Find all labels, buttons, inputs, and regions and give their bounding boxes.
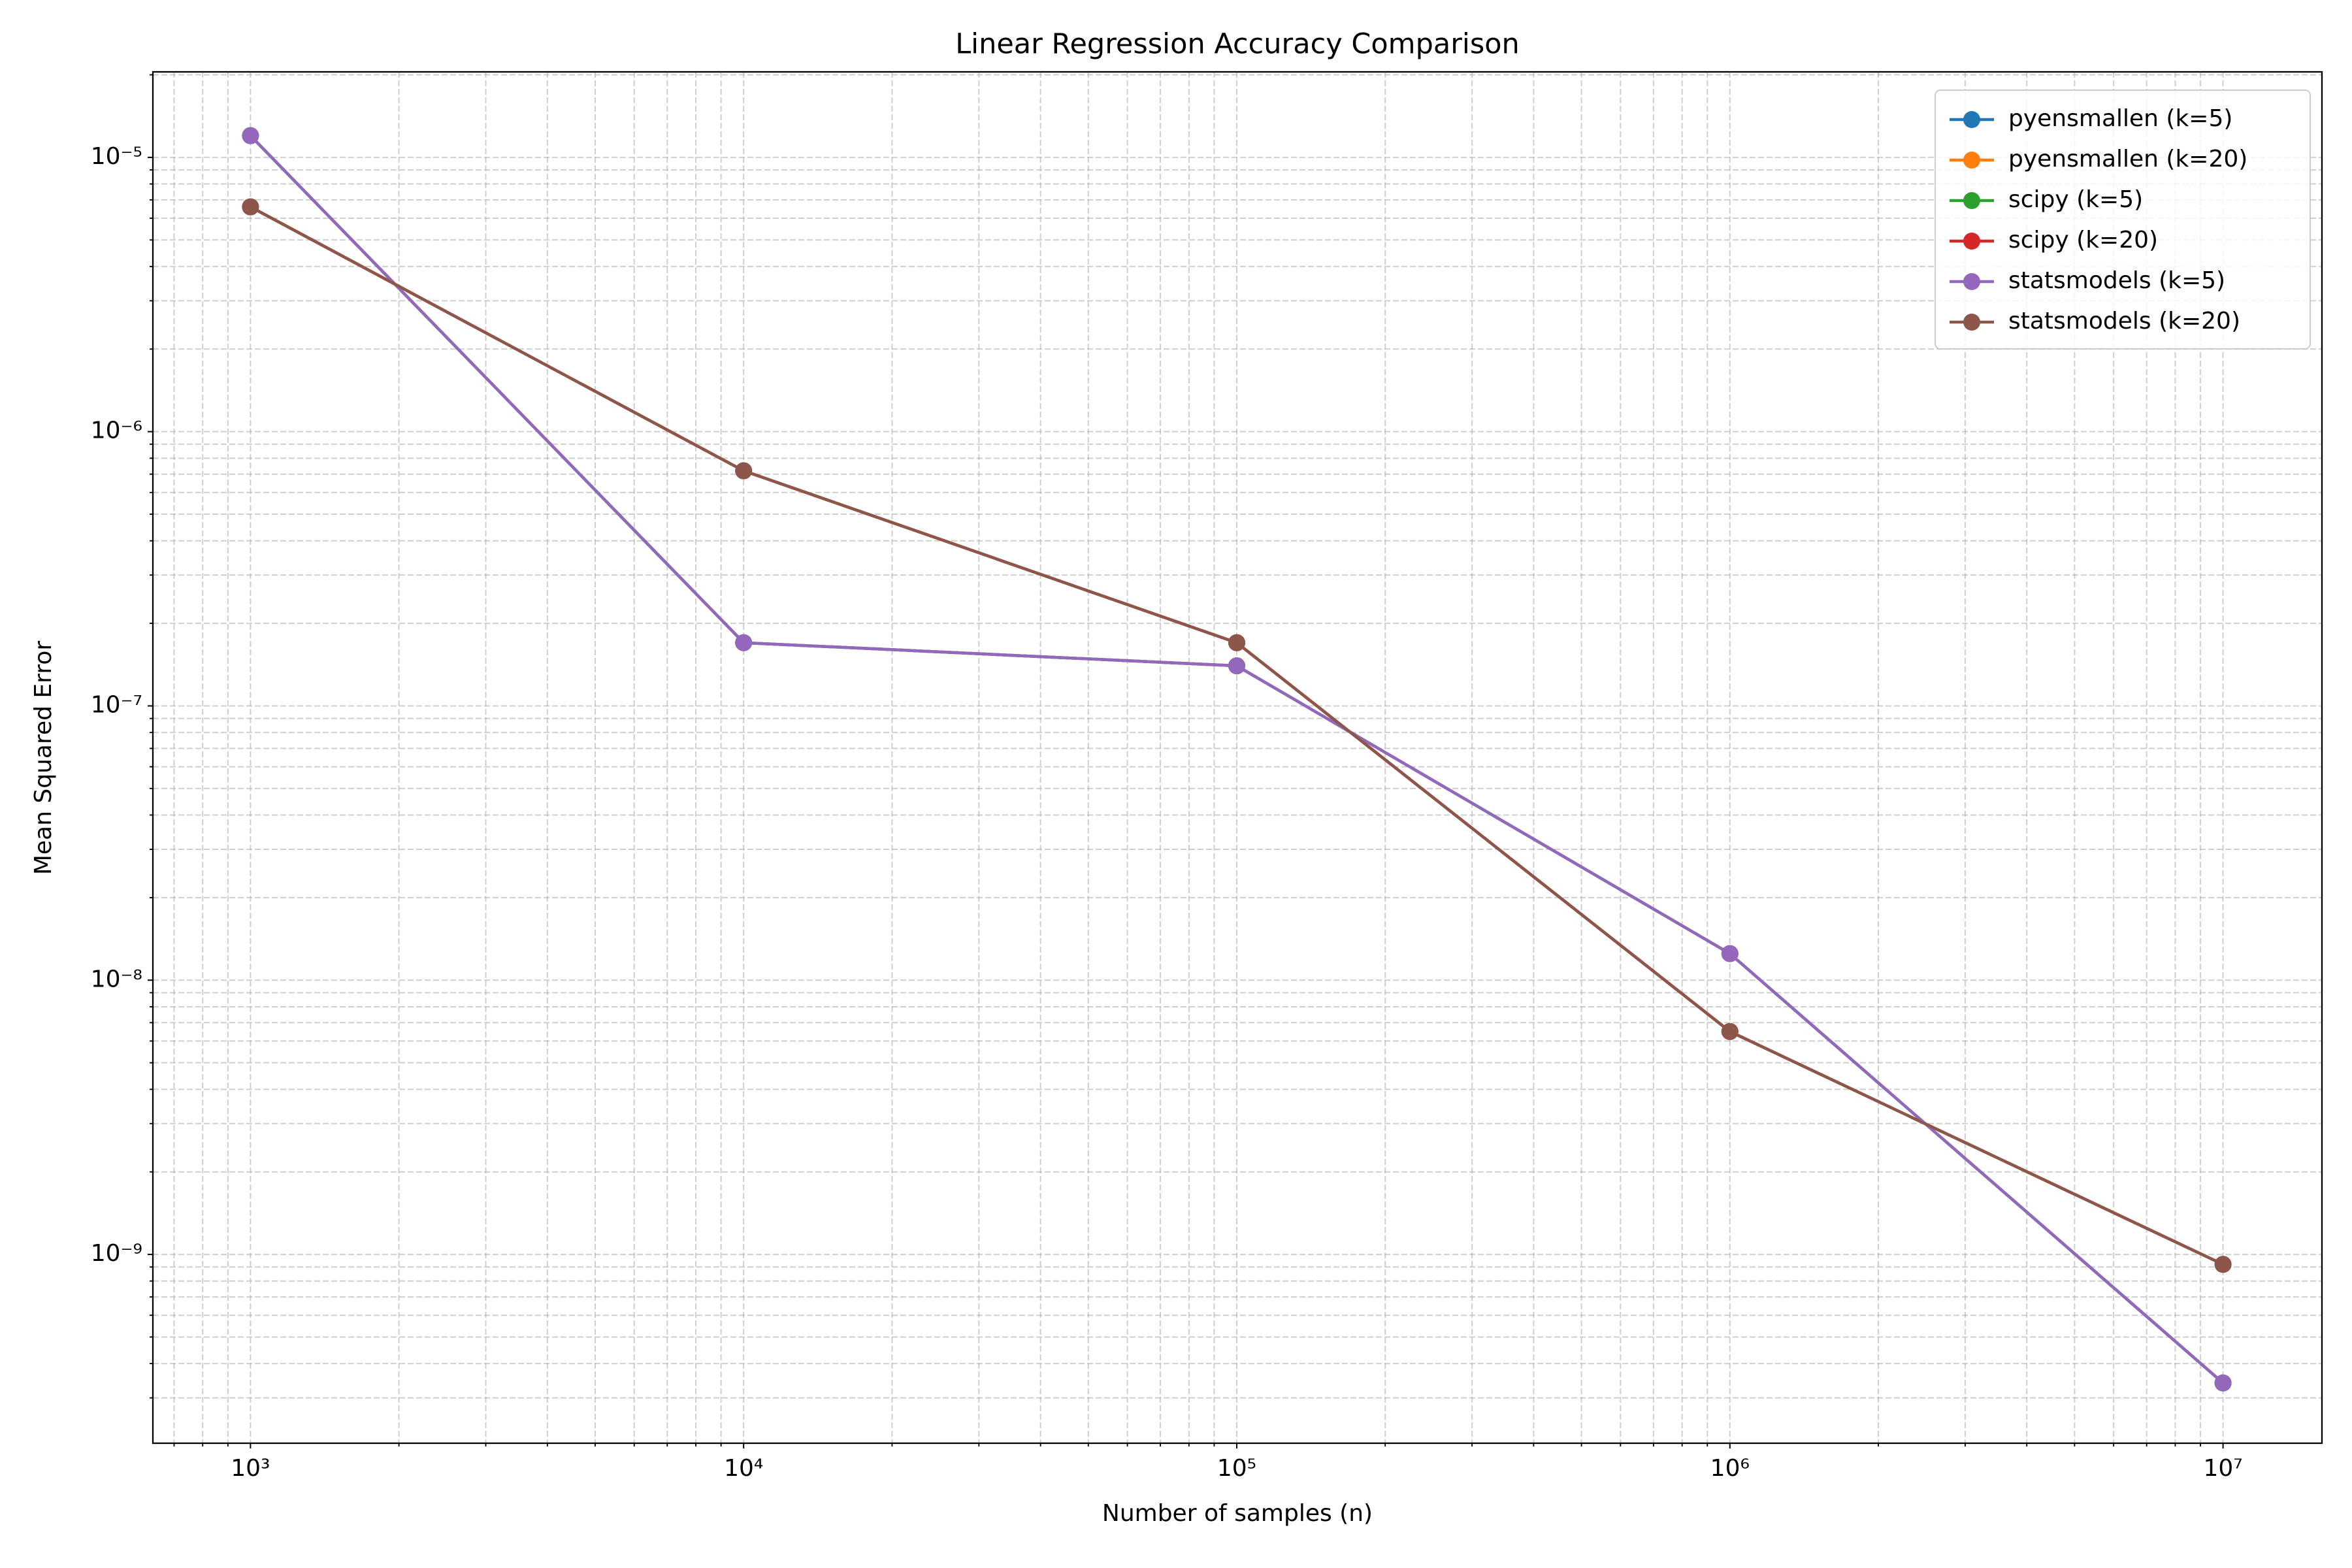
- x-tick-label: 10⁵: [1217, 1455, 1256, 1482]
- y-tick-label: 10⁻⁵: [91, 143, 142, 170]
- data-point: [1721, 1022, 1739, 1040]
- x-axis-label: Number of samples (n): [1102, 1500, 1373, 1527]
- legend-label: statsmodels (k=20): [2008, 308, 2240, 335]
- legend-label: statsmodels (k=5): [2008, 267, 2225, 294]
- y-tick-label: 10⁻⁸: [91, 966, 142, 992]
- data-point: [1721, 945, 1739, 962]
- data-point: [2214, 1256, 2232, 1273]
- legend-label: pyensmallen (k=5): [2008, 105, 2232, 132]
- legend-label: pyensmallen (k=20): [2008, 146, 2247, 172]
- x-tick-label: 10⁴: [724, 1455, 763, 1482]
- legend-label: scipy (k=5): [2008, 186, 2143, 213]
- data-point: [735, 462, 753, 480]
- x-tick-label: 10⁷: [2203, 1455, 2242, 1482]
- legend-marker: [1963, 111, 1980, 128]
- y-tick-label: 10⁻⁶: [91, 417, 142, 444]
- y-axis-label: Mean Squared Error: [30, 641, 57, 875]
- x-tick-label: 10³: [231, 1455, 270, 1482]
- data-point: [735, 634, 753, 651]
- legend-marker: [1963, 273, 1980, 290]
- data-point: [242, 198, 259, 216]
- data-point: [1228, 634, 1245, 651]
- legend-marker: [1963, 314, 1980, 331]
- y-tick-label: 10⁻⁷: [91, 691, 142, 718]
- chart-title: Linear Regression Accuracy Comparison: [955, 28, 1520, 61]
- y-tick-label: 10⁻⁹: [91, 1240, 142, 1267]
- x-tick-label: 10⁶: [1710, 1455, 1750, 1482]
- legend-marker: [1963, 152, 1980, 169]
- plot-frame: [152, 71, 2323, 1445]
- data-point: [2214, 1374, 2232, 1392]
- legend-box: [1935, 90, 2311, 350]
- legend-marker: [1963, 192, 1980, 209]
- legend-label: scipy (k=20): [2008, 227, 2158, 253]
- data-point: [1228, 657, 1245, 675]
- data-point: [242, 127, 259, 144]
- legend-marker: [1963, 233, 1980, 250]
